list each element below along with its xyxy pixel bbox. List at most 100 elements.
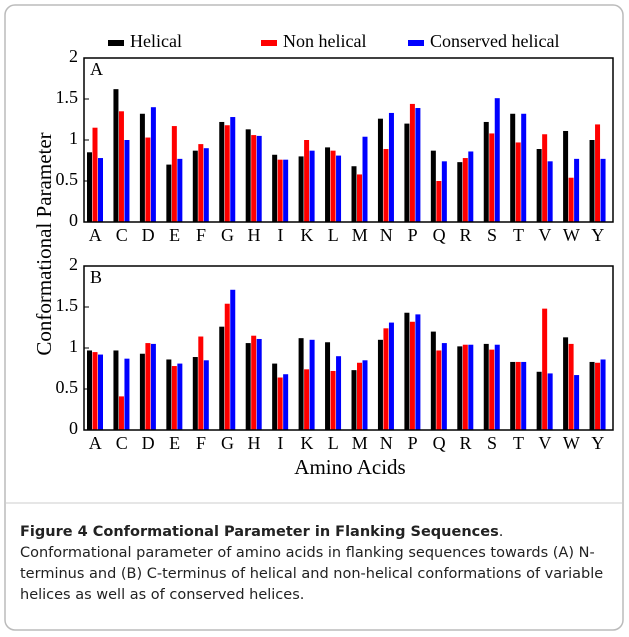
bar bbox=[251, 335, 257, 430]
bar bbox=[568, 343, 574, 430]
panel-label: A bbox=[90, 59, 103, 79]
bar bbox=[150, 107, 156, 222]
bar bbox=[362, 360, 368, 430]
x-tick-label: I bbox=[277, 433, 283, 453]
bar bbox=[430, 331, 436, 430]
x-tick-label: N bbox=[380, 225, 393, 245]
x-tick-label: W bbox=[563, 433, 580, 453]
bar bbox=[118, 111, 124, 222]
bar bbox=[113, 89, 119, 222]
x-tick-label: Q bbox=[433, 433, 446, 453]
x-tick-label: V bbox=[538, 433, 551, 453]
bar bbox=[351, 166, 357, 222]
panel-label: B bbox=[90, 267, 102, 287]
bar bbox=[298, 338, 304, 430]
y-tick-label: 1.5 bbox=[56, 295, 79, 315]
legend-label: Helical bbox=[130, 31, 182, 51]
bar bbox=[589, 140, 595, 222]
bar bbox=[124, 140, 130, 222]
x-axis-label: Amino Acids bbox=[294, 455, 405, 479]
bar bbox=[515, 361, 521, 430]
x-tick-label: E bbox=[169, 225, 180, 245]
bar bbox=[87, 152, 92, 222]
x-tick-label: T bbox=[513, 433, 524, 453]
bar bbox=[166, 164, 172, 222]
bar bbox=[600, 359, 606, 430]
bar bbox=[192, 150, 198, 222]
bar bbox=[230, 117, 236, 222]
bar bbox=[357, 174, 362, 222]
bar bbox=[336, 356, 342, 430]
bar bbox=[600, 158, 606, 222]
bar bbox=[230, 289, 236, 430]
y-tick-label: 0.5 bbox=[56, 169, 79, 189]
bar bbox=[203, 360, 209, 430]
bar bbox=[589, 361, 595, 430]
x-tick-label: W bbox=[563, 225, 580, 245]
plot-border bbox=[83, 57, 614, 223]
bar bbox=[139, 113, 145, 222]
bar bbox=[171, 366, 177, 430]
bar bbox=[298, 156, 304, 222]
bar bbox=[494, 344, 500, 430]
y-tick-label: 2 bbox=[69, 254, 78, 274]
bar bbox=[224, 303, 230, 430]
x-tick-label: D bbox=[142, 225, 155, 245]
x-tick-label: F bbox=[196, 225, 206, 245]
x-tick-label: P bbox=[408, 225, 418, 245]
bar bbox=[87, 350, 92, 430]
bar bbox=[462, 344, 468, 430]
x-tick-label: F bbox=[196, 433, 206, 453]
bar bbox=[272, 363, 278, 430]
x-tick-label: G bbox=[221, 225, 234, 245]
bar bbox=[256, 135, 262, 222]
bar bbox=[457, 162, 463, 222]
bar bbox=[521, 113, 527, 222]
x-tick-label: Y bbox=[591, 225, 604, 245]
x-tick-label: G bbox=[221, 433, 234, 453]
bar bbox=[98, 158, 103, 222]
bar bbox=[330, 150, 336, 222]
bar bbox=[150, 343, 156, 430]
bar bbox=[536, 149, 542, 222]
bar bbox=[377, 118, 383, 222]
bar bbox=[192, 357, 198, 430]
x-tick-label: I bbox=[277, 225, 283, 245]
bar bbox=[198, 336, 204, 430]
bar bbox=[574, 158, 580, 222]
bar bbox=[357, 362, 362, 430]
x-tick-label: K bbox=[300, 225, 313, 245]
bar bbox=[489, 133, 495, 222]
bar bbox=[309, 339, 315, 430]
bar bbox=[441, 343, 447, 430]
x-tick-label: Y bbox=[591, 433, 604, 453]
y-tick-label: 2 bbox=[69, 46, 78, 66]
bar bbox=[198, 144, 204, 222]
bar bbox=[595, 362, 601, 430]
bar bbox=[483, 343, 489, 430]
bar bbox=[256, 338, 262, 430]
caption-text: . Conformational parameter of amino acid… bbox=[20, 524, 604, 603]
y-tick-label: 0.5 bbox=[56, 377, 79, 397]
bar bbox=[468, 344, 474, 430]
bar bbox=[277, 159, 283, 222]
bar bbox=[124, 358, 130, 430]
bar bbox=[283, 374, 289, 430]
bar bbox=[404, 312, 410, 430]
x-tick-label: V bbox=[538, 225, 551, 245]
legend-label: Non helical bbox=[283, 31, 366, 51]
bar bbox=[325, 342, 331, 430]
bar bbox=[325, 147, 331, 222]
legend-swatch bbox=[408, 40, 424, 46]
bar bbox=[277, 377, 283, 430]
bar bbox=[568, 177, 574, 222]
bar bbox=[542, 308, 548, 430]
bar bbox=[383, 149, 389, 222]
x-tick-label: M bbox=[352, 433, 368, 453]
bar bbox=[415, 314, 421, 430]
y-tick-label: 1 bbox=[69, 128, 78, 148]
bar bbox=[272, 154, 278, 222]
bar bbox=[462, 158, 468, 222]
bar bbox=[92, 127, 98, 222]
